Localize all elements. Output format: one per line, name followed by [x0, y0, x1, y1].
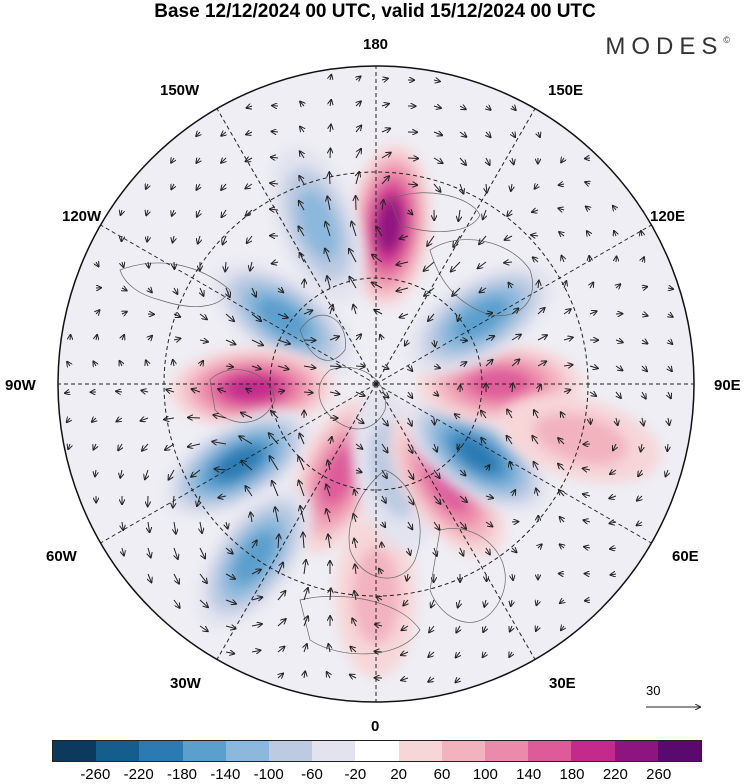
colorbar-tick: -100	[254, 766, 284, 783]
colorbar-tick: -180	[167, 766, 197, 783]
colorbar-swatch	[269, 741, 312, 761]
label-180: 180	[363, 36, 388, 54]
wind-arrow	[272, 131, 278, 132]
colorbar-swatch	[658, 741, 701, 761]
colorbar-tick: -60	[301, 766, 323, 783]
colorbar-swatch	[226, 741, 269, 761]
wind-arrow	[408, 158, 418, 159]
colorbar-swatch	[485, 741, 528, 761]
colorbar-swatch	[312, 741, 355, 761]
label-60e: 60E	[672, 548, 699, 566]
wind-arrow	[590, 418, 591, 424]
colorbar-tick: -220	[124, 766, 154, 783]
brand-mark: ©	[723, 35, 730, 45]
colorbar-swatch	[183, 741, 226, 761]
colorbar	[52, 740, 702, 762]
colorbar-swatch	[53, 741, 96, 761]
colorbar-tick: 220	[603, 766, 628, 783]
label-150e: 150E	[548, 82, 583, 100]
label-30e: 30E	[549, 675, 576, 693]
vector-reference-label: 30	[646, 683, 660, 698]
label-150w: 150W	[160, 82, 199, 100]
colorbar-tick: 140	[516, 766, 541, 783]
colorbar-tick: 180	[559, 766, 584, 783]
colorbar-tick: -140	[210, 766, 240, 783]
wind-arrow	[356, 366, 365, 367]
colorbar-tick: 60	[434, 766, 451, 783]
wind-arrow	[667, 444, 668, 451]
wind-arrow	[330, 366, 340, 367]
colorbar-swatch	[355, 741, 398, 761]
label-60w: 60W	[46, 548, 77, 566]
wind-arrow	[585, 600, 590, 601]
brand-name: MODES	[605, 33, 723, 60]
label-90e: 90E	[714, 377, 741, 395]
brand-logo: MODES©	[605, 33, 730, 61]
colorbar-tick: 20	[390, 766, 407, 783]
colorbar-tick: 260	[646, 766, 671, 783]
colorbar-swatch	[96, 741, 139, 761]
colorbar-swatch	[571, 741, 614, 761]
colorbar-swatch	[139, 741, 182, 761]
wind-arrow	[374, 651, 382, 652]
colorbar-swatch	[528, 741, 571, 761]
wind-arrow	[585, 158, 590, 159]
wind-arrow	[486, 574, 487, 581]
colorbar-swatch	[615, 741, 658, 761]
wind-arrow	[188, 417, 200, 418]
label-30w: 30W	[170, 675, 201, 693]
label-0: 0	[371, 718, 379, 736]
colorbar-swatch	[442, 741, 485, 761]
label-120e: 120E	[650, 208, 685, 226]
colorbar-tick: -20	[344, 766, 366, 783]
colorbar-tick: -260	[80, 766, 110, 783]
map-title: Base 12/12/2024 00 UTC, valid 15/12/2024…	[0, 0, 750, 24]
label-90w: 90W	[5, 377, 36, 395]
wind-arrow	[121, 236, 122, 241]
colorbar-swatch	[399, 741, 442, 761]
colorbar-tick: 100	[473, 766, 498, 783]
label-120w: 120W	[62, 208, 101, 226]
wind-arrow	[434, 418, 435, 425]
wind-arrow	[460, 340, 467, 341]
colorbar-ticks: -260 -220 -180 -140 -100 -60 -20 20 60 100 140 180 2…	[0, 766, 750, 784]
